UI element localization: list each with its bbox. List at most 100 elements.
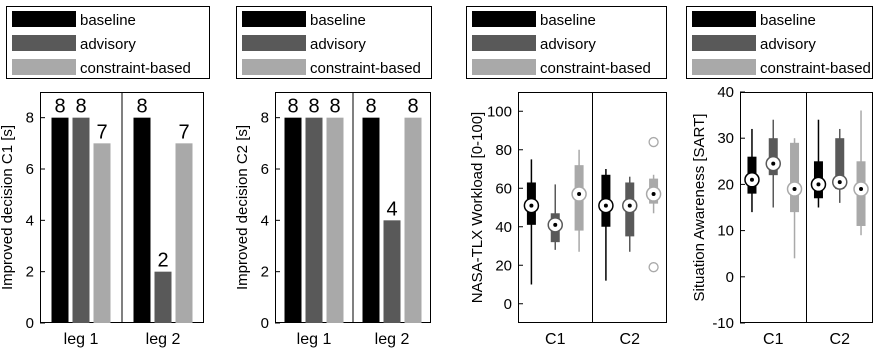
- bar-data-label: 8: [136, 96, 147, 118]
- legend-swatch-baseline: [12, 11, 76, 27]
- y-axis-label: Improved decision C1 [s]: [0, 125, 16, 290]
- y-tick-label: 2: [261, 264, 269, 281]
- y-tick-label: 0: [26, 315, 34, 332]
- y-tick-label: 4: [261, 212, 269, 229]
- y-tick-label: 0: [261, 315, 269, 332]
- legend-label: baseline: [540, 12, 596, 29]
- bar-constraint-based: [405, 118, 422, 323]
- y-tick-label: 40: [495, 219, 512, 236]
- x-tick-label: C2: [830, 331, 851, 348]
- y-tick-label: 8: [261, 110, 269, 127]
- y-tick-label: 100: [487, 103, 512, 120]
- legend-label: constraint-based: [310, 60, 421, 77]
- bar-data-label: 8: [365, 96, 376, 118]
- legend-swatch-advisory: [692, 35, 756, 51]
- legend-swatch-baseline: [692, 11, 756, 27]
- bar-baseline: [285, 118, 302, 323]
- y-tick-label: 40: [717, 84, 734, 101]
- legend-label: advisory: [760, 36, 816, 53]
- legend-label: advisory: [80, 36, 136, 53]
- axis-4: -10 0 10 20 30 40 Situation Awareness [SART] C1…: [691, 84, 873, 348]
- legend-label: baseline: [80, 12, 136, 29]
- bar-data-label: 7: [178, 121, 189, 143]
- bar-data-label: 2: [157, 250, 168, 272]
- box-median-dot: [771, 162, 775, 166]
- legend-label: constraint-based: [80, 60, 191, 77]
- box-outlier: [649, 263, 658, 272]
- bar-data-label: 8: [329, 96, 340, 118]
- legend-label: advisory: [540, 36, 596, 53]
- box-median-dot: [816, 182, 820, 186]
- x-tick-label: leg 2: [375, 331, 410, 348]
- legend-label: baseline: [760, 12, 816, 29]
- box-median-dot: [652, 192, 656, 196]
- y-tick-label: 8: [26, 110, 34, 127]
- y-axis-label: Situation Awareness [SART]: [691, 114, 708, 302]
- legend-2: baseline advisory constraint-based: [237, 7, 432, 79]
- y-axis-label: NASA-TLX Workload [0-100]: [469, 112, 486, 303]
- y-tick-label: 6: [26, 161, 34, 178]
- bar-baseline: [52, 118, 69, 323]
- legend-swatch-constraint-based: [242, 59, 306, 75]
- bar-constraint-based: [94, 143, 111, 323]
- y-axis-label: Improved decision C2 [s]: [234, 125, 251, 290]
- bar-advisory: [73, 118, 90, 323]
- box-median-dot: [628, 204, 632, 208]
- bar-data-label: 7: [96, 121, 107, 143]
- bar-advisory: [306, 118, 323, 323]
- y-tick-label: 80: [495, 142, 512, 159]
- x-tick-label: leg 2: [146, 331, 181, 348]
- y-tick-label: 10: [717, 223, 734, 240]
- bar-advisory: [155, 272, 172, 323]
- bar-data-label: 8: [407, 96, 418, 118]
- x-tick-label: leg 1: [64, 331, 99, 348]
- legend-3: baseline advisory constraint-based: [467, 7, 667, 79]
- bar-data-label: 4: [386, 198, 397, 220]
- y-tick-label: 2: [26, 264, 34, 281]
- x-tick-label: C1: [763, 331, 784, 348]
- legend-label: constraint-based: [760, 60, 871, 77]
- box-median-dot: [793, 187, 797, 191]
- legend-1: baseline advisory constraint-based: [7, 7, 210, 79]
- legend-swatch-constraint-based: [472, 59, 536, 75]
- legend-swatch-advisory: [12, 35, 76, 51]
- legend-swatch-constraint-based: [12, 59, 76, 75]
- box-median-dot: [553, 223, 557, 227]
- y-tick-label: 20: [717, 176, 734, 193]
- y-tick-label: 20: [495, 257, 512, 274]
- legend-swatch-baseline: [472, 11, 536, 27]
- x-tick-label: C2: [620, 331, 641, 348]
- bar-data-label: 8: [54, 96, 65, 118]
- y-tick-label: 60: [495, 180, 512, 197]
- y-tick-label: 6: [261, 161, 269, 178]
- y-tick-label: 30: [717, 130, 734, 147]
- box-median-dot: [750, 178, 754, 182]
- box-median-dot: [859, 187, 863, 191]
- bar-advisory: [384, 220, 401, 323]
- box-median-dot: [838, 180, 842, 184]
- bar-constraint-based: [327, 118, 344, 323]
- bar-data-label: 8: [287, 96, 298, 118]
- legend-swatch-constraint-based: [692, 59, 756, 75]
- y-tick-label: 4: [26, 212, 34, 229]
- bar-baseline: [363, 118, 380, 323]
- legend-swatch-baseline: [242, 11, 306, 27]
- bar-constraint-based: [176, 143, 193, 323]
- x-tick-label: leg 1: [297, 331, 332, 348]
- legend-label: baseline: [310, 12, 366, 29]
- y-tick-label: 0: [726, 269, 734, 286]
- box-median-dot: [529, 204, 533, 208]
- legend-4: baseline advisory constraint-based: [687, 7, 873, 79]
- legend-swatch-advisory: [242, 35, 306, 51]
- box-median-dot: [577, 192, 581, 196]
- bar-baseline: [134, 118, 151, 323]
- bar-data-label: 8: [308, 96, 319, 118]
- box-outlier: [649, 138, 658, 147]
- legend-swatch-advisory: [472, 35, 536, 51]
- box-constraint-based: [790, 143, 799, 212]
- y-tick-label: -10: [712, 315, 734, 332]
- box-median-dot: [604, 204, 608, 208]
- y-tick-label: 0: [504, 296, 512, 313]
